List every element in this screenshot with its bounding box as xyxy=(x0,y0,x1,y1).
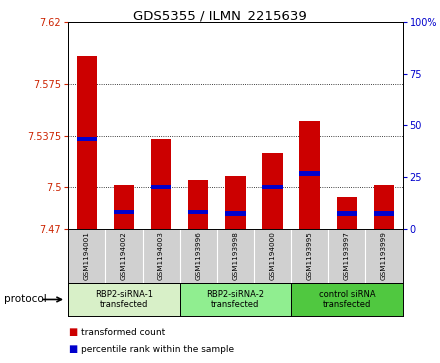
Bar xyxy=(300,171,320,176)
Bar xyxy=(262,185,283,189)
Bar xyxy=(114,210,134,214)
Bar xyxy=(300,121,320,229)
Text: percentile rank within the sample: percentile rank within the sample xyxy=(81,345,235,354)
Bar xyxy=(188,210,209,214)
Text: GSM1194003: GSM1194003 xyxy=(158,232,164,280)
Bar xyxy=(77,137,97,141)
Text: ■: ■ xyxy=(68,327,77,337)
Text: protocol: protocol xyxy=(4,294,47,305)
Bar xyxy=(151,185,171,189)
Text: GDS5355 / ILMN_2215639: GDS5355 / ILMN_2215639 xyxy=(133,9,307,22)
Text: RBP2-siRNA-2
transfected: RBP2-siRNA-2 transfected xyxy=(206,290,264,309)
Text: GSM1193997: GSM1193997 xyxy=(344,232,350,280)
Text: GSM1194002: GSM1194002 xyxy=(121,232,127,280)
Text: transformed count: transformed count xyxy=(81,328,165,337)
Bar xyxy=(188,180,209,229)
Bar xyxy=(291,283,403,316)
Bar xyxy=(114,184,134,229)
Text: GSM1193996: GSM1193996 xyxy=(195,232,201,280)
Text: RBP2-siRNA-1
transfected: RBP2-siRNA-1 transfected xyxy=(95,290,153,309)
Text: GSM1194001: GSM1194001 xyxy=(84,232,90,280)
Text: GSM1193998: GSM1193998 xyxy=(232,232,238,280)
Text: control siRNA
transfected: control siRNA transfected xyxy=(319,290,375,309)
Text: GSM1193995: GSM1193995 xyxy=(307,232,313,280)
Bar xyxy=(374,184,394,229)
Bar xyxy=(337,212,357,216)
Bar xyxy=(225,176,246,229)
Bar xyxy=(262,153,283,229)
Bar xyxy=(77,56,97,229)
Text: ■: ■ xyxy=(68,344,77,354)
Bar xyxy=(68,283,180,316)
Text: GSM1194000: GSM1194000 xyxy=(270,232,275,280)
Bar xyxy=(225,212,246,216)
Bar xyxy=(180,283,291,316)
Bar xyxy=(374,212,394,216)
Bar xyxy=(337,197,357,229)
Bar xyxy=(151,139,171,229)
Text: GSM1193999: GSM1193999 xyxy=(381,232,387,280)
